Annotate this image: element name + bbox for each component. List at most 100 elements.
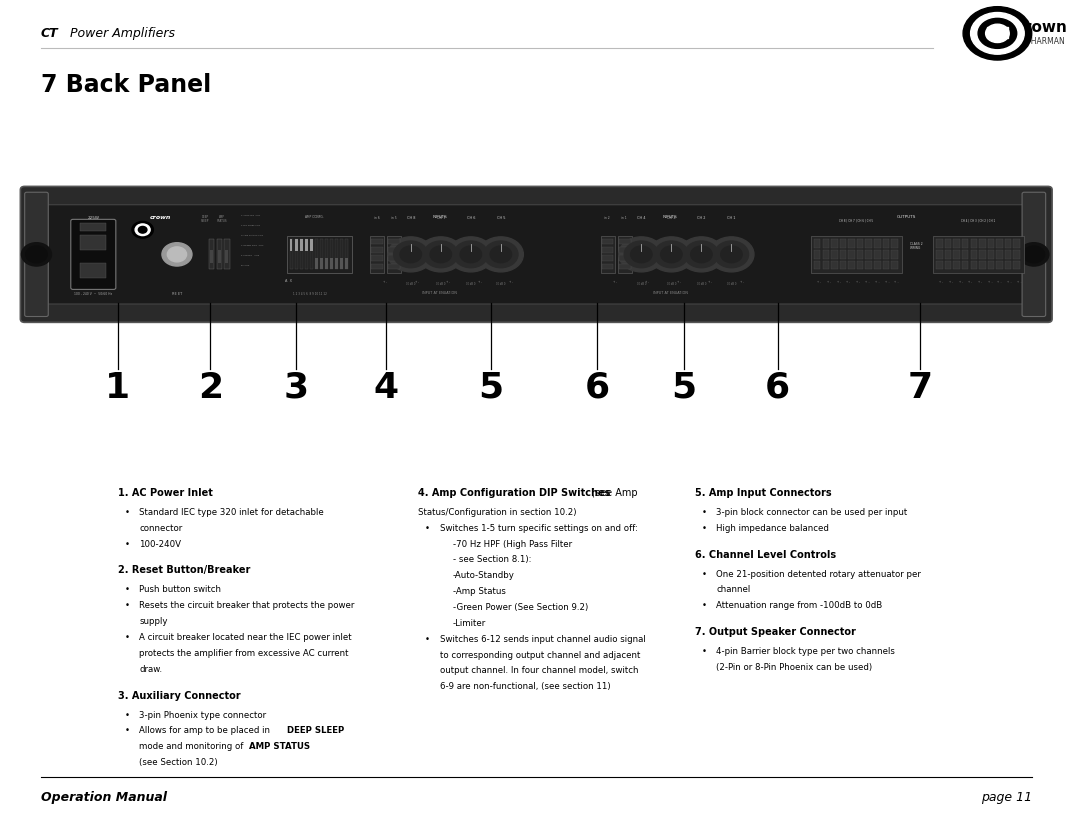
Bar [310,239,313,269]
Bar [295,239,298,269]
Bar [320,239,323,269]
Text: INPUT AT ENUATION: INPUT AT ENUATION [653,291,688,295]
Text: (see Amp: (see Amp [589,488,638,498]
Text: Switches 1-5 turn specific settings on and off:: Switches 1-5 turn specific settings on a… [440,524,637,533]
FancyBboxPatch shape [39,205,1034,304]
Bar [289,239,293,269]
Text: CH 6: CH 6 [467,216,475,219]
Text: 1: 1 [106,371,131,404]
Bar [945,261,951,269]
Text: 2: 2 [198,371,222,404]
Bar [335,239,338,269]
Bar [225,239,230,269]
Text: connector: connector [139,524,183,533]
Text: + -: + - [855,280,860,284]
Text: 2. Reset Button/Breaker: 2. Reset Button/Breaker [118,565,251,575]
Text: AMP
STATUS: AMP STATUS [217,215,227,224]
Text: CH 8 | CH 7 | CH 6 | CH 5: CH 8 | CH 7 | CH 6 | CH 5 [839,219,873,222]
FancyBboxPatch shape [25,193,49,317]
Bar [814,250,821,259]
Text: 6. Channel Level Controls: 6. Channel Level Controls [694,550,836,560]
Bar [865,261,872,269]
Text: 6-9 are non-functional, (see section 11): 6-9 are non-functional, (see section 11) [440,682,610,691]
Text: 00 dB 0: 00 dB 0 [436,282,445,285]
Text: •: • [124,585,130,595]
Text: + -: + - [677,280,680,284]
Text: -Auto-Standby: -Auto-Standby [453,571,514,580]
Text: 1 2 3 4 5 6  8 9 10 11 12: 1 2 3 4 5 6 8 9 10 11 12 [293,292,326,296]
Text: •: • [424,635,430,644]
Bar [346,258,348,269]
Bar [832,239,838,248]
Bar [945,239,951,248]
Text: - see Section 8.1):: - see Section 8.1): [453,555,531,565]
Bar [840,250,847,259]
Bar [80,263,106,278]
Text: 3-pin block connector can be used per input: 3-pin block connector can be used per in… [716,508,907,517]
Circle shape [714,241,748,268]
Bar [300,239,302,251]
Text: draw.: draw. [139,665,163,674]
Text: + -: + - [959,280,962,284]
Bar [345,239,348,269]
Circle shape [624,241,659,268]
Text: CH 4 | CH 3 | CH 2 | CH 1: CH 4 | CH 3 | CH 2 | CH 1 [961,219,996,222]
Bar [1004,261,1011,269]
Circle shape [679,237,724,272]
Text: High impedance balanced: High impedance balanced [716,524,829,533]
Bar [388,239,400,244]
Text: Resets the circuit breaker that protects the power: Resets the circuit breaker that protects… [139,601,355,610]
Circle shape [454,241,488,268]
Bar [314,239,318,269]
FancyBboxPatch shape [21,187,1052,323]
Text: •: • [701,508,706,517]
Bar [388,264,400,269]
Text: 3-pin Phoenix type connector: 3-pin Phoenix type connector [139,711,267,720]
Text: +  -: + - [988,280,993,284]
Text: 5-LIMITER   CH5: 5-LIMITER CH5 [241,255,259,256]
Text: CH 5: CH 5 [497,216,505,219]
Text: Switches 6-12 sends input channel audio signal: Switches 6-12 sends input channel audio … [440,635,646,644]
Bar [388,247,400,253]
Text: •: • [701,601,706,610]
Bar [848,250,854,259]
Bar [954,239,960,248]
FancyBboxPatch shape [71,219,116,289]
Circle shape [978,18,1016,48]
Text: Status/Configuration in section 10.2): Status/Configuration in section 10.2) [418,508,577,517]
Circle shape [22,243,52,266]
Text: 5: 5 [478,371,503,404]
Bar [856,250,863,259]
Bar [1013,261,1020,269]
Text: DEEP
SLEEP: DEEP SLEEP [201,215,210,224]
Bar [811,236,902,273]
Bar [882,261,889,269]
Text: CH 4: CH 4 [637,216,646,219]
Text: INPUT AT ENUATION: INPUT AT ENUATION [422,291,457,295]
Bar [335,258,338,269]
Bar [1013,239,1020,248]
Bar [310,239,312,251]
Text: INPUTS: INPUTS [432,215,447,219]
Bar [315,258,318,269]
Bar [340,239,343,269]
Bar [971,261,977,269]
Circle shape [400,246,421,263]
Text: RE ET: RE ET [172,292,183,296]
Text: •: • [701,647,706,656]
Text: 4: 4 [374,371,399,404]
Bar [997,261,1002,269]
Text: -Green Power (See Section 9.2): -Green Power (See Section 9.2) [453,603,588,612]
Bar [997,250,1002,259]
Circle shape [484,241,518,268]
Bar [891,250,897,259]
Text: One 21-position detented rotary attenuator per: One 21-position detented rotary attenuat… [716,570,921,579]
Bar [226,250,229,263]
Circle shape [691,246,712,263]
Text: •: • [424,524,430,533]
Bar [325,258,327,269]
Bar [891,239,897,248]
Circle shape [138,227,147,234]
Text: •: • [701,524,706,533]
Text: Allows for amp to be placed in: Allows for amp to be placed in [139,726,273,736]
